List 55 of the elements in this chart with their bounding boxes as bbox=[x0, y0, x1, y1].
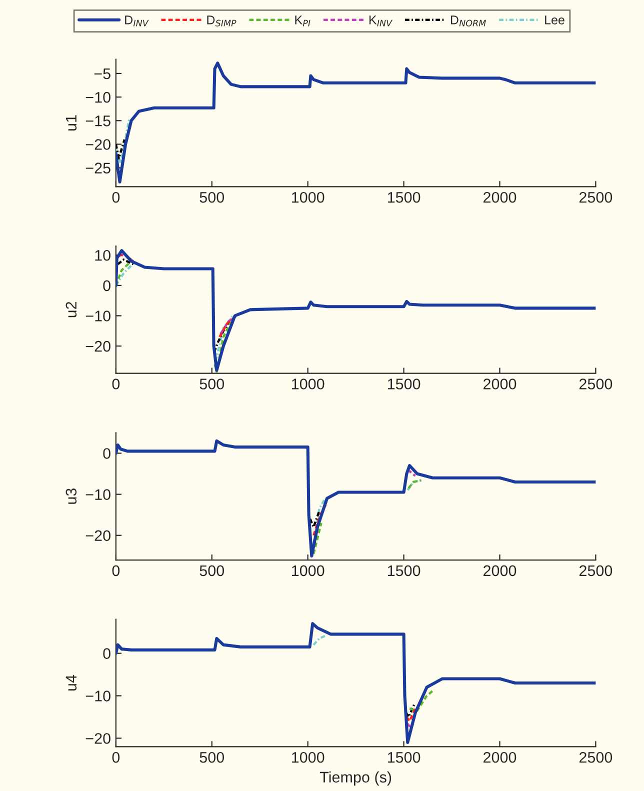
x-tick-label: 2000 bbox=[484, 192, 516, 203]
x-tick-label: 0 bbox=[112, 192, 120, 203]
x-tick-label: 0 bbox=[112, 378, 120, 390]
x-tick-label: 2500 bbox=[579, 192, 612, 203]
x-tick-label: 2000 bbox=[484, 378, 516, 390]
y-tick-label: −10 bbox=[86, 489, 110, 500]
x-tick-label: 1000 bbox=[292, 192, 324, 203]
x-tick-label: 500 bbox=[200, 752, 224, 763]
x-tick-label: 1000 bbox=[292, 378, 324, 390]
y-tick-label: −20 bbox=[86, 139, 110, 150]
legend-label: K$_{INV}$ bbox=[369, 16, 393, 26]
legend-label: D$_{SIMP}$ bbox=[207, 16, 236, 26]
x-tick-label: 2000 bbox=[484, 752, 516, 763]
x-tick-label: 0 bbox=[112, 565, 120, 576]
x-tick-label: 0 bbox=[112, 752, 120, 763]
x-tick-label: 1500 bbox=[388, 378, 420, 390]
x-tick-label: 2500 bbox=[579, 565, 612, 576]
line-series bbox=[408, 688, 436, 712]
x-tick-label: 500 bbox=[200, 378, 224, 390]
line-series bbox=[116, 439, 596, 558]
y-tick-label: 0 bbox=[103, 280, 110, 292]
y-tick-label: −10 bbox=[86, 92, 110, 103]
y-tick-label: 0 bbox=[103, 448, 110, 459]
x-tick-label: 1500 bbox=[388, 192, 420, 203]
y-tick-label: −10 bbox=[86, 690, 110, 702]
x-tick-label: 2500 bbox=[579, 378, 612, 390]
legend-label: K$_{PI}$ bbox=[295, 16, 310, 26]
y-axis-title: u1 bbox=[66, 115, 77, 131]
legend-label: Lee bbox=[545, 16, 564, 24]
x-tick-label: 1500 bbox=[388, 565, 420, 576]
y-tick-label: 10 bbox=[95, 250, 110, 261]
y-axis-title: u4 bbox=[66, 674, 77, 691]
x-tick-label: 500 bbox=[200, 565, 224, 576]
x-tick-label: 1000 bbox=[292, 752, 324, 763]
y-tick-label: −5 bbox=[94, 68, 110, 80]
y-tick-label: −15 bbox=[86, 116, 110, 126]
x-tick-label: 1500 bbox=[388, 752, 420, 763]
y-tick-label: −10 bbox=[86, 310, 110, 322]
line-series bbox=[116, 622, 596, 744]
y-tick-label: −20 bbox=[86, 340, 110, 352]
x-tick-label: 1000 bbox=[292, 565, 324, 576]
y-tick-label: −20 bbox=[86, 530, 110, 542]
y-axis-title: u2 bbox=[66, 302, 77, 318]
legend-label: D$_{NORM}$ bbox=[450, 16, 486, 26]
x-tick-label: 2000 bbox=[484, 565, 516, 576]
y-axis-title: u3 bbox=[66, 488, 77, 504]
y-tick-label: −25 bbox=[86, 162, 110, 174]
x-tick-label: 500 bbox=[200, 192, 224, 203]
x-tick-label: 2500 bbox=[579, 752, 612, 763]
line-series bbox=[116, 62, 596, 184]
line-series bbox=[116, 249, 596, 372]
x-axis-title: Tiempo (s) bbox=[320, 771, 392, 786]
legend-label: D$_{INV}$ bbox=[125, 16, 149, 26]
y-tick-label: −20 bbox=[86, 733, 110, 744]
y-tick-label: 0 bbox=[103, 648, 110, 659]
